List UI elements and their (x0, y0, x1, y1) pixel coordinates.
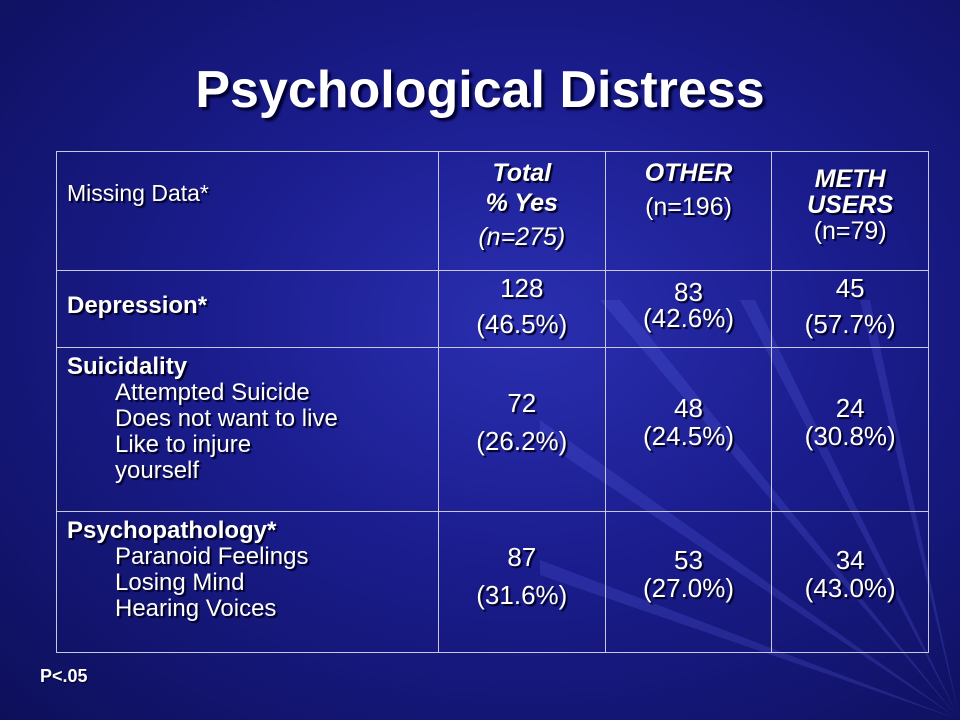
total-pct-label: % Yes (485, 189, 558, 217)
users-label: USERS (807, 191, 894, 219)
header-total: Total % Yes (n=275) (437, 151, 606, 271)
total-cell: 128 (46.5%) (437, 269, 606, 349)
total-percent: (26.2%) (476, 426, 568, 457)
list-item: Like to injure (115, 431, 252, 459)
row-label-cell: Depression* (56, 269, 439, 349)
meth-label: METH (814, 165, 886, 193)
other-percent: (27.0%) (642, 573, 735, 604)
total-count: 72 (507, 388, 537, 419)
other-cell: 48 (24.5%) (604, 347, 773, 513)
meth-cell: 24 (30.8%) (771, 347, 929, 513)
meth-count: 24 (835, 393, 865, 424)
row-label: Suicidality (67, 353, 188, 381)
header-other: OTHER (n=196) (604, 151, 773, 271)
header-missing-data: Missing Data* (56, 151, 439, 271)
other-count: 48 (674, 393, 703, 424)
meth-count: 34 (835, 545, 865, 576)
meth-cell: 34 (43.0%) (771, 511, 929, 653)
total-n-label: (n=275) (478, 223, 566, 251)
meth-percent: (30.8%) (804, 421, 896, 452)
total-percent: (46.5%) (476, 308, 568, 339)
other-n-label: (n=196) (645, 193, 732, 221)
row-label-cell: Suicidality Attempted Suicide Does not w… (56, 347, 439, 513)
row-label: Depression* (67, 291, 208, 319)
list-item: yourself (115, 457, 200, 485)
other-cell: 53 (27.0%) (604, 511, 773, 653)
footnote: P<.05 (40, 666, 88, 686)
row-label: Psychopathology* (67, 517, 277, 545)
other-label: OTHER (644, 159, 733, 187)
other-percent: (42.6%) (642, 302, 735, 333)
total-count: 128 (500, 272, 544, 303)
meth-cell: 45 (57.7%) (771, 269, 929, 349)
meth-percent: (57.7%) (804, 308, 896, 339)
other-count: 83 (674, 276, 703, 307)
table-row: Psychopathology* Paranoid Feelings Losin… (56, 511, 929, 653)
table-row: Depression* 128 (46.5%) 83 (42.6%) 45 (5… (56, 269, 929, 349)
total-cell: 72 (26.2%) (437, 347, 606, 513)
total-percent: (31.6%) (476, 580, 568, 611)
other-cell: 83 (42.6%) (604, 269, 773, 349)
list-item: Attempted Suicide (115, 379, 310, 407)
header-row: Missing Data* Total % Yes (n=275) OTHER … (56, 151, 929, 271)
list-item: Does not want to live (115, 405, 338, 433)
header-meth-users: METH USERS (n=79) (771, 151, 929, 271)
list-item: Losing Mind (115, 569, 245, 597)
other-count: 53 (674, 545, 703, 576)
meth-percent: (43.0%) (804, 573, 896, 604)
list-item: Hearing Voices (115, 595, 277, 623)
meth-count: 45 (835, 272, 865, 303)
other-percent: (24.5%) (642, 421, 735, 452)
total-cell: 87 (31.6%) (437, 511, 606, 653)
total-label: Total (492, 159, 552, 187)
slide-title: Psychological Distress (195, 61, 765, 119)
meth-n-label: (n=79) (813, 217, 887, 245)
table-row: Suicidality Attempted Suicide Does not w… (56, 347, 929, 513)
row-label-cell: Psychopathology* Paranoid Feelings Losin… (56, 511, 439, 653)
list-item: Paranoid Feelings (115, 543, 309, 571)
total-count: 87 (507, 542, 537, 573)
distress-table: Missing Data* Total % Yes (n=275) OTHER … (56, 151, 929, 653)
missing-data-label: Missing Data* (67, 180, 209, 206)
